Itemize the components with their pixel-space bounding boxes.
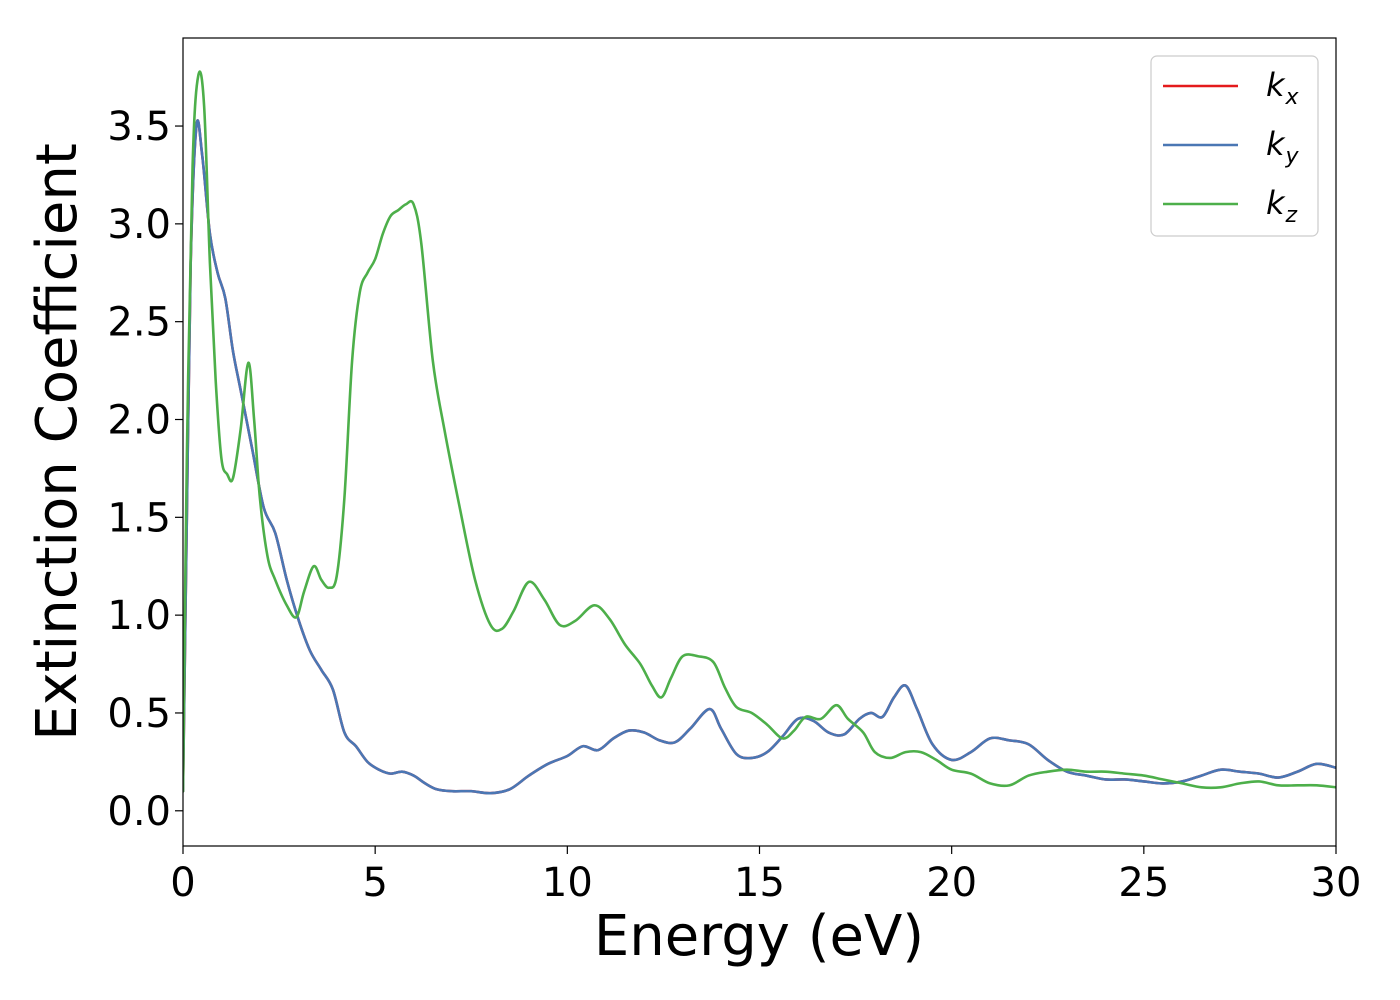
x-tick-label: 5 bbox=[362, 860, 387, 906]
y-axis-title: Extinction Coefficient bbox=[25, 143, 90, 741]
y-axis: 0.0 0.5 1.0 1.5 2.0 2.5 3.0 3.5 bbox=[107, 104, 183, 835]
x-axis-title: Energy (eV) bbox=[594, 904, 924, 969]
series-layer bbox=[183, 70, 1336, 795]
x-tick-label: 20 bbox=[926, 860, 977, 906]
x-tick-label: 0 bbox=[170, 860, 195, 906]
x-tick-label: 30 bbox=[1311, 860, 1362, 906]
y-tick-label: 3.0 bbox=[107, 202, 171, 248]
y-tick-label: 0.0 bbox=[107, 789, 171, 835]
series-line-ky bbox=[183, 119, 1336, 795]
x-tick-label: 25 bbox=[1118, 860, 1169, 906]
x-axis: 0 5 10 15 20 25 30 bbox=[170, 846, 1361, 906]
series-line-kz bbox=[183, 70, 1336, 793]
y-tick-label: 0.5 bbox=[107, 691, 171, 737]
x-tick-label: 15 bbox=[734, 860, 785, 906]
x-tick-label: 10 bbox=[542, 860, 593, 906]
y-tick-label: 2.5 bbox=[107, 300, 171, 346]
y-tick-label: 3.5 bbox=[107, 104, 171, 150]
y-tick-label: 1.5 bbox=[107, 495, 171, 541]
y-tick-label: 2.0 bbox=[107, 398, 171, 444]
y-tick-label: 1.0 bbox=[107, 593, 171, 639]
